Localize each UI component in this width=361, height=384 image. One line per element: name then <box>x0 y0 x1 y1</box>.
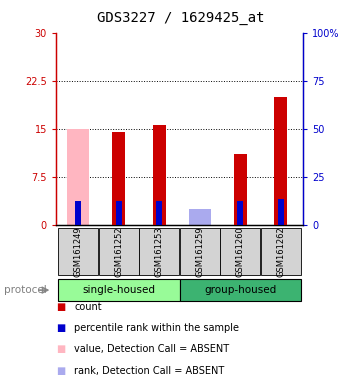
FancyBboxPatch shape <box>139 228 179 275</box>
Bar <box>67 129 90 225</box>
Text: ■: ■ <box>56 366 65 376</box>
Bar <box>234 154 247 225</box>
Bar <box>153 126 166 225</box>
Text: value, Detection Call = ABSENT: value, Detection Call = ABSENT <box>74 344 229 354</box>
Text: GSM161260: GSM161260 <box>236 226 245 277</box>
Text: ■: ■ <box>56 344 65 354</box>
FancyBboxPatch shape <box>180 279 301 301</box>
Text: single-housed: single-housed <box>82 285 155 295</box>
FancyBboxPatch shape <box>58 279 180 301</box>
Bar <box>112 132 125 225</box>
Bar <box>75 201 81 225</box>
Bar <box>238 201 243 225</box>
Text: ■: ■ <box>56 302 65 312</box>
FancyBboxPatch shape <box>180 228 220 275</box>
Bar <box>189 209 211 225</box>
Bar <box>116 201 122 225</box>
Text: GDS3227 / 1629425_at: GDS3227 / 1629425_at <box>97 11 264 25</box>
Text: rank, Detection Call = ABSENT: rank, Detection Call = ABSENT <box>74 366 224 376</box>
FancyBboxPatch shape <box>99 228 139 275</box>
FancyBboxPatch shape <box>58 228 98 275</box>
Text: GSM161249: GSM161249 <box>74 226 83 277</box>
Bar <box>274 97 287 225</box>
Text: group-housed: group-housed <box>204 285 277 295</box>
FancyBboxPatch shape <box>261 228 301 275</box>
Text: GSM161252: GSM161252 <box>114 226 123 277</box>
Text: GSM161259: GSM161259 <box>195 226 204 277</box>
Bar <box>156 201 162 225</box>
Text: ■: ■ <box>56 323 65 333</box>
Text: count: count <box>74 302 102 312</box>
Bar <box>278 199 284 225</box>
FancyBboxPatch shape <box>220 228 261 275</box>
Text: protocol: protocol <box>4 285 46 295</box>
Text: GSM161253: GSM161253 <box>155 226 164 277</box>
Text: GSM161262: GSM161262 <box>277 226 286 277</box>
Text: percentile rank within the sample: percentile rank within the sample <box>74 323 239 333</box>
